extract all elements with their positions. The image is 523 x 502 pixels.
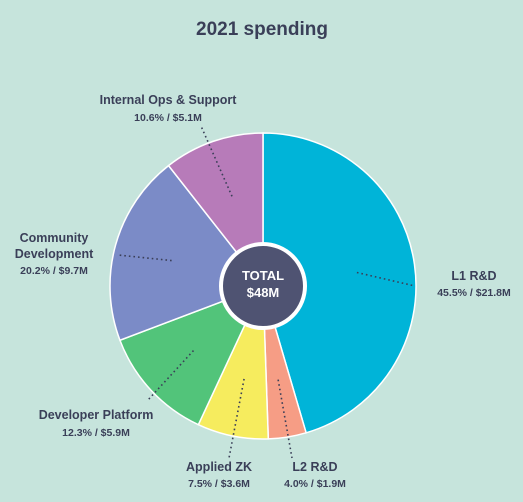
center-label-line2: $48M <box>247 285 280 300</box>
chart-title: 2021 spending <box>196 19 328 40</box>
leader-line-developer-platform <box>147 350 195 401</box>
slice-value-developer-platform: 12.3% / $5.9M <box>62 427 130 439</box>
label-community-development: Community Development 20.2% / $9.7M <box>15 231 94 277</box>
slice-label-internal-ops-support: Internal Ops & Support <box>100 93 238 107</box>
leader-lines <box>117 125 416 459</box>
label-applied-zk: Applied ZK 7.5% / $3.6M <box>186 460 252 490</box>
pie-slice-developer-platform <box>118 284 265 426</box>
pie-slice-internal-ops-support <box>167 132 264 289</box>
leader-line-l1-rd <box>356 271 416 287</box>
label-l1-rd: L1 R&D 45.5% / $21.8M <box>437 269 511 299</box>
slice-label-community-development-line2: Development <box>15 247 94 261</box>
slice-label-l1-rd: L1 R&D <box>451 269 496 283</box>
slice-label-applied-zk: Applied ZK <box>186 460 252 474</box>
center-total: TOTAL $48M <box>219 242 307 330</box>
center-circle <box>219 242 307 330</box>
center-label-line1: TOTAL <box>242 268 284 283</box>
slice-value-internal-ops-support: 10.6% / $5.1M <box>134 112 202 124</box>
label-internal-ops-support: Internal Ops & Support 10.6% / $5.1M <box>100 93 238 124</box>
slice-value-community-development: 20.2% / $9.7M <box>20 265 88 277</box>
slice-value-applied-zk: 7.5% / $3.6M <box>188 478 250 490</box>
slice-label-developer-platform: Developer Platform <box>39 408 154 422</box>
label-developer-platform: Developer Platform 12.3% / $5.9M <box>39 408 154 439</box>
slice-value-l2-rd: 4.0% / $1.9M <box>284 478 346 490</box>
slice-label-community-development-line1: Community <box>20 231 89 245</box>
slice-value-l1-rd: 45.5% / $21.8M <box>437 287 511 299</box>
pie-slice-l1-rd <box>262 132 417 434</box>
label-l2-rd: L2 R&D 4.0% / $1.9M <box>284 460 346 490</box>
slice-label-l2-rd: L2 R&D <box>292 460 337 474</box>
